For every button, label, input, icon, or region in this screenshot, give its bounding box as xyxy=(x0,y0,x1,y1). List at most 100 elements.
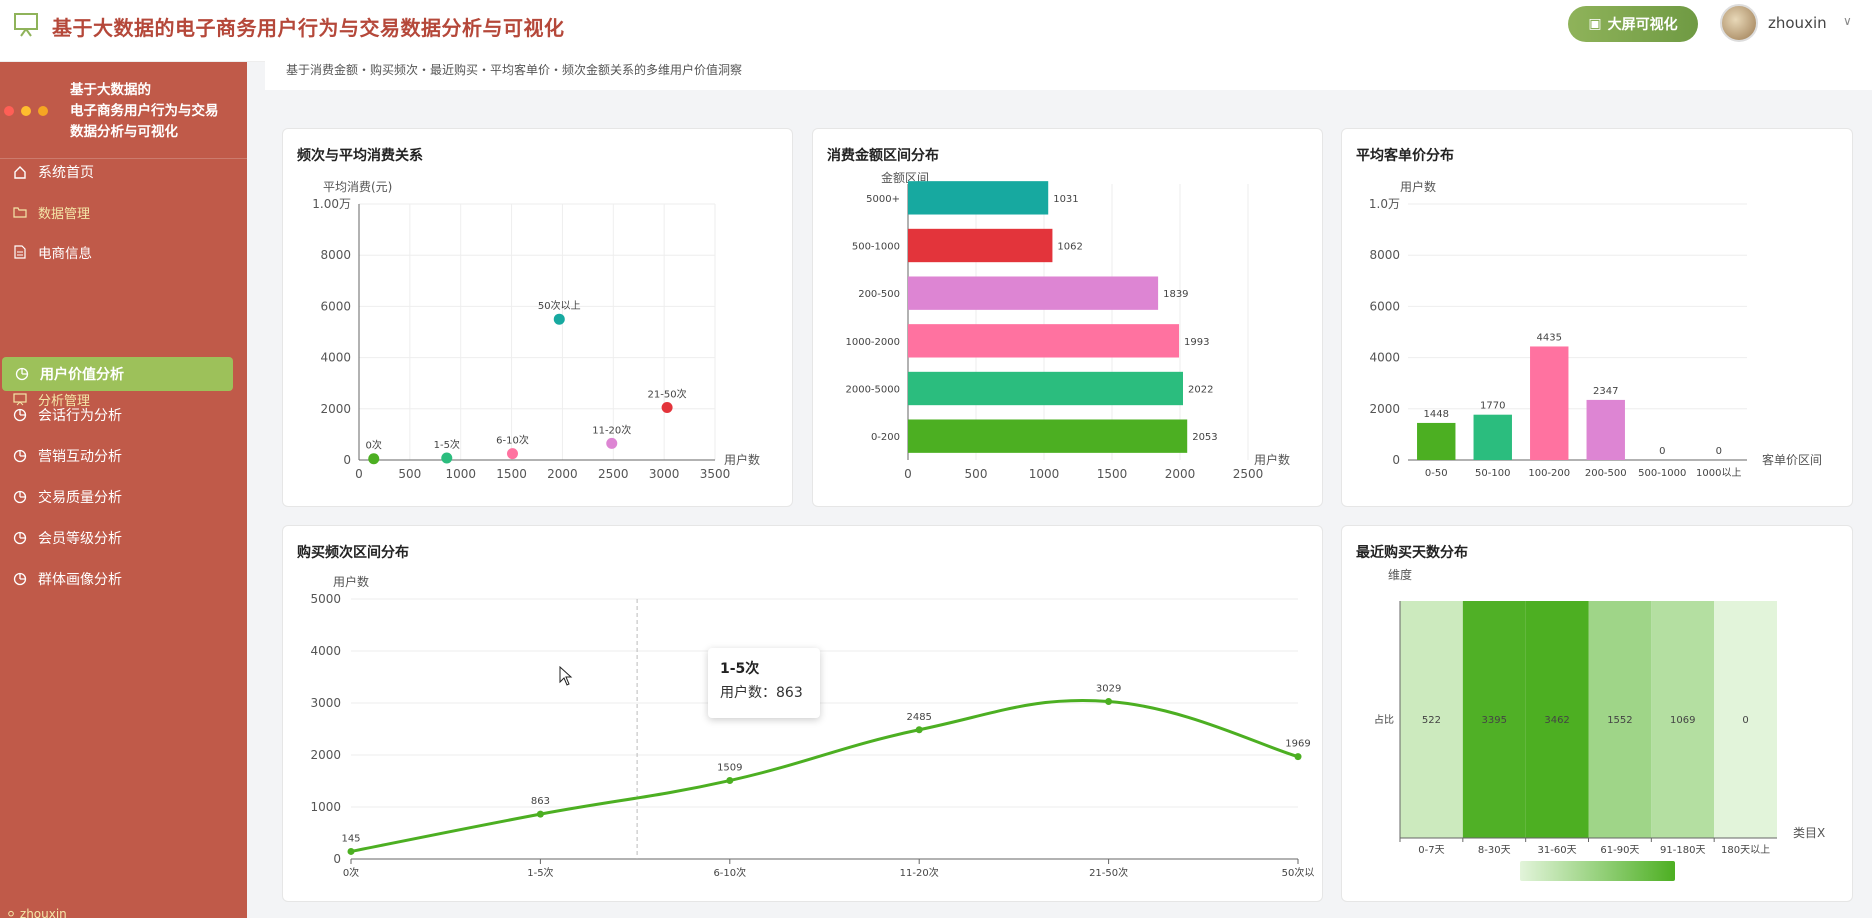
sidebar-item-transaction-quality[interactable]: 交易质量分析 xyxy=(0,482,247,512)
bar xyxy=(908,324,1180,358)
x-tick-label: 2000 xyxy=(547,467,578,481)
x-tick-label: 500 xyxy=(398,467,421,481)
sidebar-item-ecommerce-info[interactable]: 电商信息 xyxy=(0,237,247,267)
heatmap-cell xyxy=(1588,601,1652,838)
x-tick-label: 61-90天 xyxy=(1600,845,1639,856)
tooltip-value: 863 xyxy=(776,685,803,701)
bar xyxy=(908,276,1159,310)
cell-value-label: 1552 xyxy=(1607,715,1632,726)
bar xyxy=(908,228,1053,263)
x-tick-label: 500 xyxy=(965,467,988,481)
user-icon: ⚪ xyxy=(6,907,17,918)
header-username[interactable]: zhouxin xyxy=(1768,14,1827,32)
bar xyxy=(908,419,1188,453)
point-label: 50次以上 xyxy=(538,299,581,312)
bar-value-label: 1839 xyxy=(1163,289,1188,300)
bar-value-label: 1770 xyxy=(1480,401,1505,412)
bar-value-label: 2022 xyxy=(1188,385,1213,396)
panel-amount-dist: 消费金额区间分布 0 500 1000 1500 2000 2500 金额区间 用户数 2053… xyxy=(812,128,1323,507)
y-tick-label: 2000 xyxy=(310,748,341,762)
y-axis-label: 维度 xyxy=(1388,567,1412,582)
scatter-point xyxy=(441,452,453,464)
top-header: 基于大数据的电子商务用户行为与交易数据分析与可视化 ▣ 大屏可视化 zhouxi… xyxy=(0,0,1872,62)
avatar[interactable] xyxy=(1720,4,1758,42)
app-title: 基于大数据的电子商务用户行为与交易数据分析与可视化 xyxy=(52,16,565,40)
bigscreen-button[interactable]: ▣ 大屏可视化 xyxy=(1568,6,1698,42)
bar xyxy=(1530,346,1569,460)
y-tick-label: 1000 xyxy=(310,800,341,814)
y-tick-label: 0 xyxy=(343,453,351,467)
y-tick-label: 2000 xyxy=(320,402,351,416)
sidebar-item-member-level[interactable]: 会员等级分析 xyxy=(0,523,247,553)
heatmap-cell xyxy=(1462,601,1526,838)
y-tick-label: 4000 xyxy=(320,351,351,365)
sidebar-footer-user[interactable]: ⚪ zhouxin xyxy=(6,907,67,918)
point-value-label: 1969 xyxy=(1285,739,1310,750)
y-tick-label: 1.0万 xyxy=(1369,197,1400,211)
bar-value-label: 1031 xyxy=(1053,194,1078,205)
x-tick-label: 31-60天 xyxy=(1538,845,1577,856)
line-point xyxy=(536,810,544,818)
x-tick-label: 2500 xyxy=(598,467,629,481)
presentation-icon xyxy=(12,391,28,407)
scatter-chart: 0 2000 4000 6000 8000 1.00万 0 500 1000 1500 2000 25… xyxy=(312,180,760,481)
sidebar-group-data-management[interactable]: 数据管理 xyxy=(0,197,247,227)
line-point xyxy=(915,726,923,734)
x-tick-label: 500-1000 xyxy=(1638,468,1686,479)
point-label: 11-20次 xyxy=(592,423,631,436)
page-subtitle: 基于消费金额・购买频次・最近购买・平均客单价・频次金额关系的多维用户价值洞察 xyxy=(286,63,743,77)
chevron-down-icon[interactable]: ∨ xyxy=(1843,14,1852,28)
sidebar-item-session-behavior[interactable]: 会话行为分析 xyxy=(0,400,247,430)
presentation-icon: ▣ xyxy=(1588,16,1602,32)
horizontal-bar-chart: 0 500 1000 1500 2000 2500金额区间用户数20530-2002022… xyxy=(845,170,1290,481)
bar-value-label: 1993 xyxy=(1184,337,1209,348)
line-point xyxy=(1294,753,1302,761)
line-point xyxy=(347,847,355,855)
sidebar-footer-username: zhouxin xyxy=(19,907,67,918)
red-dot-icon xyxy=(4,106,14,116)
x-tick-label: 1500 xyxy=(496,467,527,481)
bar xyxy=(908,181,1049,215)
y-tick-label: 0 xyxy=(333,852,341,866)
x-tick-label: 0-50 xyxy=(1425,468,1448,479)
panel-title: 平均客单价分布 xyxy=(1356,148,1454,164)
orange-dot-icon xyxy=(38,106,48,116)
bar-value-label: 0 xyxy=(1716,446,1722,457)
panel-recency: 最近购买天数分布 维度 类目X 占比 522 0-7天 3395 8-30天 3462 31-6… xyxy=(1341,525,1853,902)
line-chart: 0 1000 2000 3000 4000 5000 用户数 0次 1-5次 6-10次 11-20… xyxy=(310,574,1314,879)
sidebar-item-label: 营销互动分析 xyxy=(38,449,122,465)
bar xyxy=(1586,399,1625,460)
point-label: 1-5次 xyxy=(434,438,460,451)
tooltip-label: 用户数： xyxy=(720,685,776,701)
y-tick-label: 5000 xyxy=(310,592,341,606)
y-axis-label: 平均消费(元) xyxy=(323,180,392,194)
sidebar-divider xyxy=(0,158,247,159)
x-tick-label: 200-500 xyxy=(1585,468,1627,479)
bar xyxy=(1417,422,1456,460)
x-axis-label: 类目X xyxy=(1793,826,1825,840)
sidebar-item-label: 系统首页 xyxy=(38,165,94,181)
pie-chart-icon xyxy=(12,407,28,423)
sidebar-item-user-value-analysis[interactable]: 用户价值分析 xyxy=(2,357,233,391)
sidebar-item-label: 电商信息 xyxy=(38,246,92,262)
panel-title: 购买频次区间分布 xyxy=(297,545,409,561)
x-tick-label: 0-7天 xyxy=(1418,845,1444,856)
sidebar-group-label: 分析管理 xyxy=(38,393,91,409)
sidebar-item-marketing-interaction[interactable]: 营销互动分析 xyxy=(0,441,247,471)
sidebar-item-group-portrait[interactable]: 群体画像分析 xyxy=(0,564,247,594)
pie-chart-icon xyxy=(14,366,30,382)
sidebar-item-label: 会员等级分析 xyxy=(38,531,122,547)
x-tick-label: 3500 xyxy=(700,467,731,481)
bigscreen-label: 大屏可视化 xyxy=(1607,17,1678,33)
sidebar-group-analysis-management[interactable]: 分析管理 xyxy=(0,384,247,414)
folder-icon xyxy=(12,204,28,220)
point-label: 6-10次 xyxy=(496,434,529,447)
sidebar-group-label: 数据管理 xyxy=(38,206,91,222)
point-label: 21-50次 xyxy=(648,388,687,401)
sidebar-item-label: 用户价值分析 xyxy=(40,367,124,383)
x-axis-label: 客单价区间 xyxy=(1762,452,1822,467)
sidebar-title-line: 电子商务用户行为与交易 xyxy=(70,103,219,119)
bar-value-label: 2347 xyxy=(1593,386,1618,397)
x-tick-label: 2000 xyxy=(1165,467,1196,481)
sidebar-item-home[interactable]: 系统首页 xyxy=(0,154,247,190)
